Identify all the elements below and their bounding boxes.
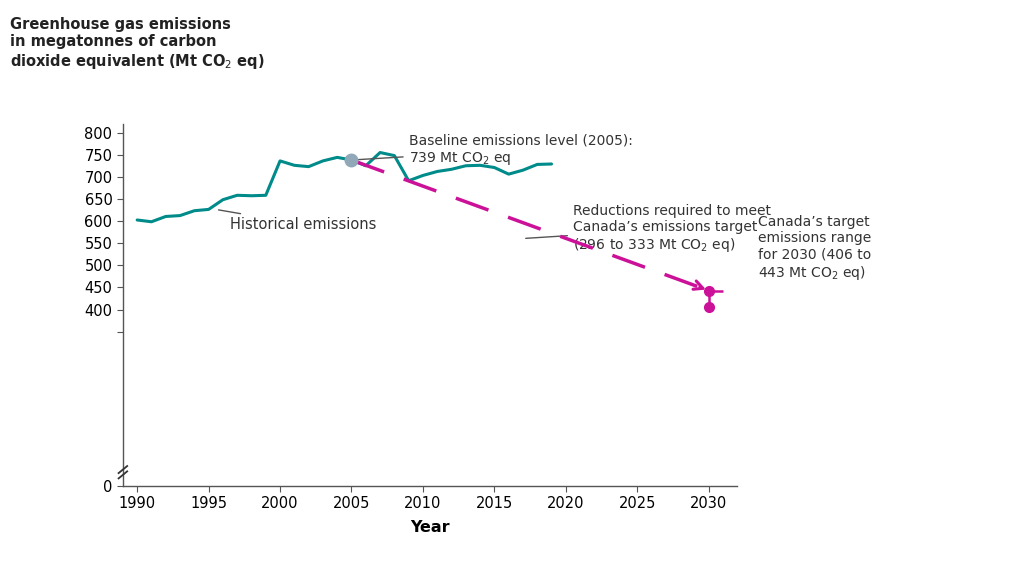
- Text: Greenhouse gas emissions
in megatonnes of carbon
dioxide equivalent (Mt CO$_2$ e: Greenhouse gas emissions in megatonnes o…: [10, 17, 265, 71]
- Text: Canada’s target
emissions range
for 2030 (406 to
443 Mt CO$_2$ eq): Canada’s target emissions range for 2030…: [758, 215, 871, 282]
- X-axis label: Year: Year: [411, 520, 450, 534]
- Text: Historical emissions: Historical emissions: [218, 210, 377, 232]
- Text: Reductions required to meet
Canada’s emissions target
(296 to 333 Mt CO$_2$ eq): Reductions required to meet Canada’s emi…: [525, 203, 771, 254]
- Text: Baseline emissions level (2005):
739 Mt CO$_2$ eq: Baseline emissions level (2005): 739 Mt …: [354, 133, 633, 167]
